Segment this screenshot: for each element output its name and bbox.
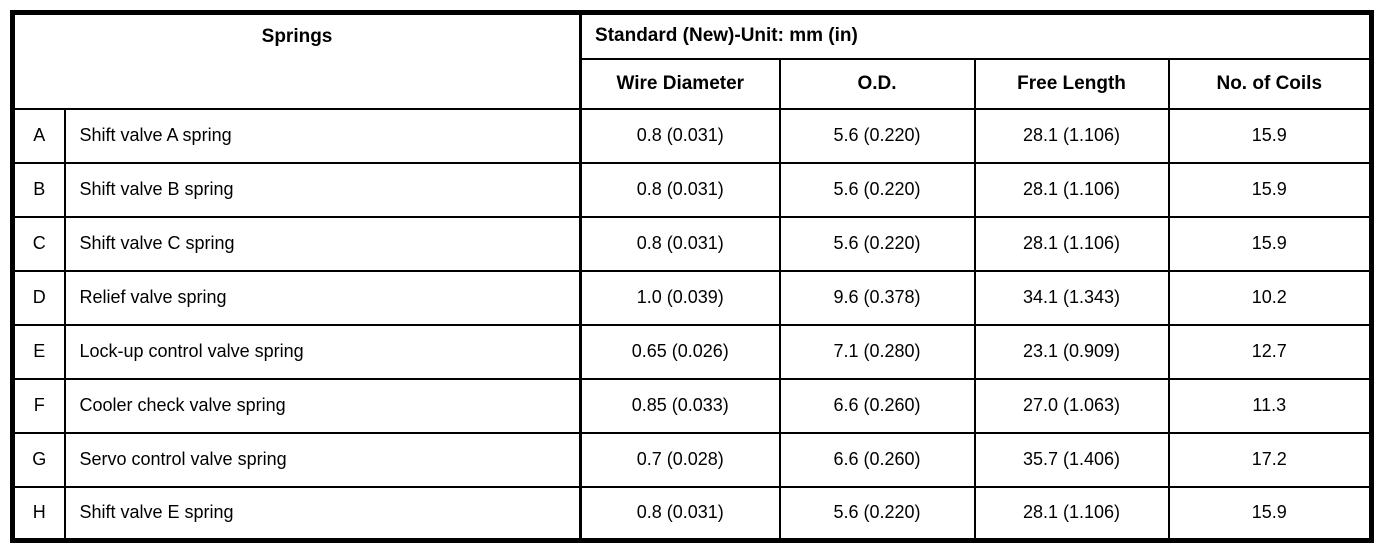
- springs-spec-table: Springs Standard (New)-Unit: mm (in) Wir…: [10, 10, 1375, 543]
- row-letter: G: [11, 431, 66, 488]
- spring-name: Cooler check valve spring: [63, 377, 582, 434]
- table-row: E Lock-up control valve spring 0.65 (0.0…: [11, 323, 1373, 380]
- spring-name: Shift valve E spring: [63, 485, 582, 542]
- free-length-value: 28.1 (1.106): [973, 215, 1170, 272]
- od-value: 6.6 (0.260): [778, 377, 976, 434]
- row-letter: A: [11, 107, 66, 164]
- od-value: 9.6 (0.378): [778, 269, 976, 326]
- wire-diameter-value: 0.8 (0.031): [579, 485, 781, 542]
- od-value: 5.6 (0.220): [778, 107, 976, 164]
- spring-name: Servo control valve spring: [63, 431, 582, 488]
- no-of-coils-value: 17.2: [1167, 431, 1373, 488]
- no-of-coils-value: 15.9: [1167, 107, 1373, 164]
- spring-name: Relief valve spring: [63, 269, 582, 326]
- od-value: 5.6 (0.220): [778, 485, 976, 542]
- no-of-coils-value: 15.9: [1167, 215, 1373, 272]
- spring-name: Lock-up control valve spring: [63, 323, 582, 380]
- no-of-coils-value: 12.7: [1167, 323, 1373, 380]
- wire-diameter-value: 0.8 (0.031): [579, 107, 781, 164]
- row-letter: E: [11, 323, 66, 380]
- od-value: 6.6 (0.260): [778, 431, 976, 488]
- table-row: D Relief valve spring 1.0 (0.039) 9.6 (0…: [11, 269, 1373, 326]
- table-row: A Shift valve A spring 0.8 (0.031) 5.6 (…: [11, 107, 1373, 164]
- row-letter: F: [11, 377, 66, 434]
- spring-name: Shift valve C spring: [63, 215, 582, 272]
- column-header-row: Wire Diameter O.D. Free Length No. of Co…: [13, 57, 1373, 110]
- od-value: 5.6 (0.220): [778, 161, 976, 218]
- row-letter: H: [11, 485, 66, 542]
- od-value: 7.1 (0.280): [778, 323, 976, 380]
- wire-diameter-value: 1.0 (0.039): [579, 269, 781, 326]
- row-letter: D: [11, 269, 66, 326]
- table-body: A Shift valve A spring 0.8 (0.031) 5.6 (…: [11, 107, 1373, 542]
- no-of-coils-value: 10.2: [1167, 269, 1373, 326]
- no-of-coils-value: 15.9: [1167, 161, 1373, 218]
- springs-header: Springs: [11, 11, 582, 110]
- od-value: 5.6 (0.220): [778, 215, 976, 272]
- column-header-free-length: Free Length: [973, 57, 1170, 110]
- wire-diameter-value: 0.8 (0.031): [579, 161, 781, 218]
- table-row: H Shift valve E spring 0.8 (0.031) 5.6 (…: [11, 485, 1373, 542]
- wire-diameter-value: 0.8 (0.031): [579, 215, 781, 272]
- free-length-value: 34.1 (1.343): [973, 269, 1170, 326]
- column-header-wire-diameter: Wire Diameter: [579, 57, 781, 110]
- free-length-value: 28.1 (1.106): [973, 161, 1170, 218]
- table-row: F Cooler check valve spring 0.85 (0.033)…: [11, 377, 1373, 434]
- column-header-od: O.D.: [778, 57, 976, 110]
- header-row-group: Springs Standard (New)-Unit: mm (in): [11, 11, 1373, 110]
- no-of-coils-value: 15.9: [1167, 485, 1373, 542]
- column-header-no-of-coils: No. of Coils: [1167, 57, 1373, 110]
- table-row: C Shift valve C spring 0.8 (0.031) 5.6 (…: [11, 215, 1373, 272]
- no-of-coils-value: 11.3: [1167, 377, 1373, 434]
- free-length-value: 27.0 (1.063): [973, 377, 1170, 434]
- table-row: G Servo control valve spring 0.7 (0.028)…: [11, 431, 1373, 488]
- spring-name: Shift valve A spring: [63, 107, 582, 164]
- free-length-value: 28.1 (1.106): [973, 107, 1170, 164]
- wire-diameter-value: 0.85 (0.033): [579, 377, 781, 434]
- spring-name: Shift valve B spring: [63, 161, 582, 218]
- table-row: B Shift valve B spring 0.8 (0.031) 5.6 (…: [11, 161, 1373, 218]
- free-length-value: 28.1 (1.106): [973, 485, 1170, 542]
- free-length-value: 35.7 (1.406): [973, 431, 1170, 488]
- wire-diameter-value: 0.65 (0.026): [579, 323, 781, 380]
- row-letter: B: [11, 161, 66, 218]
- free-length-value: 23.1 (0.909): [973, 323, 1170, 380]
- row-letter: C: [11, 215, 66, 272]
- standard-unit-header: Standard (New)-Unit: mm (in): [579, 11, 1373, 60]
- wire-diameter-value: 0.7 (0.028): [579, 431, 781, 488]
